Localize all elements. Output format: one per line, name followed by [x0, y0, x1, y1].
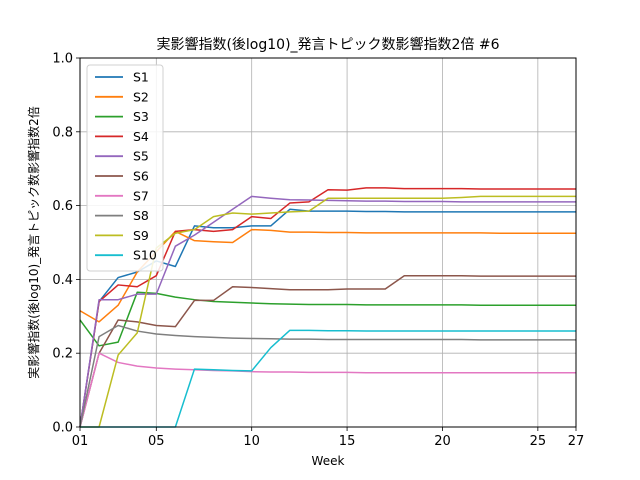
y-tick-label: 0.8	[52, 125, 73, 140]
legend-label: S8	[133, 208, 149, 223]
legend-label: S7	[133, 188, 149, 203]
legend-label: S9	[133, 228, 149, 243]
series-line-s3	[79, 291, 576, 347]
x-tick-label: 10	[243, 434, 260, 449]
x-tick-label: 05	[148, 434, 165, 449]
legend: S1 S2 S3 S4 S5 S6 S7 S8 S9 S10	[86, 64, 164, 272]
legend-label: S10	[133, 248, 157, 263]
x-tick-label: 01	[72, 434, 89, 449]
legend-label: S4	[133, 129, 149, 144]
series-line-s5	[79, 195, 576, 428]
x-tick-label: 27	[568, 434, 585, 449]
y-tick-label: 0.4	[52, 273, 73, 288]
y-tick-label: 0.2	[52, 347, 73, 362]
y-tick-label: 0.6	[52, 199, 73, 214]
legend-label: S2	[133, 89, 149, 104]
x-tick-label: 15	[339, 434, 356, 449]
chart-title: 実影響指数(後log10)_発言トピック数影響指数2倍 #6	[156, 36, 499, 53]
series-line-s6	[79, 274, 576, 428]
series-lines	[79, 187, 576, 428]
x-tick-label: 20	[434, 434, 451, 449]
axis-ticks: 01 05 10 15 20 25 27 0.0 0.2 0.4 0.6 0.8 1.0	[52, 52, 584, 450]
y-tick-label: 1.0	[52, 52, 73, 67]
plot-frame	[79, 57, 577, 428]
y-tick-label: 0.0	[52, 421, 73, 436]
legend-label: S1	[133, 70, 149, 85]
legend-label: S3	[133, 109, 149, 124]
y-axis-label: 実影響指数(後log10)_発言トピック数影響指数2倍	[26, 106, 41, 379]
series-line-s8	[79, 324, 576, 428]
x-axis-label: Week	[312, 454, 345, 468]
series-line-s7	[79, 352, 576, 428]
legend-label: S6	[133, 169, 149, 184]
x-tick-label: 25	[530, 434, 547, 449]
legend-label: S5	[133, 149, 149, 164]
